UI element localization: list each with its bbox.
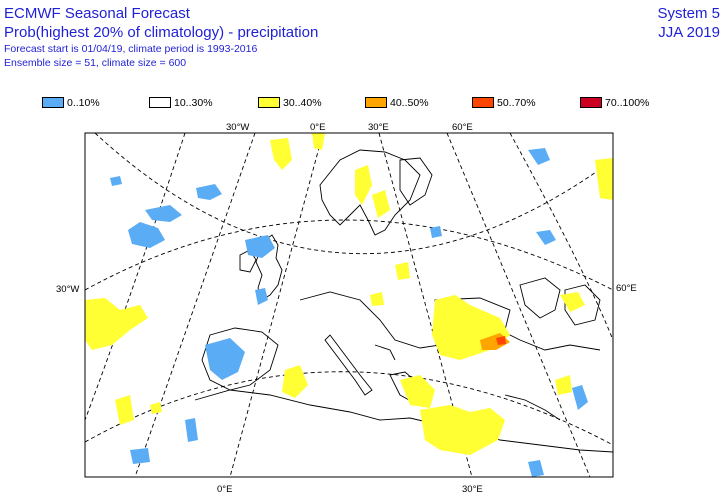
map-title: ECMWF Seasonal Forecast [4,5,190,22]
map-subtitle: Prob(highest 20% of climatology) - preci… [4,24,319,41]
legend: 0..10% 10..30% 30..40% 40..50% 50..70% 7… [0,96,724,110]
legend-label: 70..100% [605,96,650,109]
legend-item-40-50: 40..50% [365,96,429,109]
legend-swatch [149,97,171,108]
graticule-label-top-30w: 30°W [226,122,250,133]
legend-item-10-30: 10..30% [149,96,213,109]
coastlines [194,149,613,453]
graticule-label-top-0e: 0°E [310,122,326,133]
graticule-label-right-60e: 60°E [616,283,637,294]
season-label: JJA 2019 [658,24,720,41]
graticule-label-bottom-30e: 30°E [462,484,483,495]
legend-swatch [365,97,387,108]
legend-label: 30..40% [283,96,322,109]
legend-swatch [472,97,494,108]
ensemble-info: Ensemble size = 51, climate size = 600 [4,57,187,69]
legend-item-0-10: 0..10% [42,96,100,109]
graticule-label-left-30w: 30°W [56,284,80,295]
legend-label: 50..70% [497,96,536,109]
system-block: System 5 JJA 2019 [657,4,720,42]
legend-label: 0..10% [67,96,100,109]
legend-item-30-40: 30..40% [258,96,322,109]
legend-label: 10..30% [174,96,213,109]
forecast-start-info: Forecast start is 01/04/19, climate peri… [4,43,258,55]
legend-item-70-100: 70..100% [580,96,649,109]
graticule-label-top-60e: 60°E [452,122,473,133]
graticule-label-bottom-0e: 0°E [217,484,233,495]
title-block: ECMWF Seasonal Forecast Prob(highest 20%… [4,4,318,70]
legend-swatch [258,97,280,108]
graticule-label-top-30e: 30°E [368,122,389,133]
legend-label: 40..50% [390,96,429,109]
legend-swatch [580,97,602,108]
system-name: System 5 [657,5,720,22]
legend-item-50-70: 50..70% [472,96,536,109]
probability-shading [85,133,613,477]
legend-swatch [42,97,64,108]
